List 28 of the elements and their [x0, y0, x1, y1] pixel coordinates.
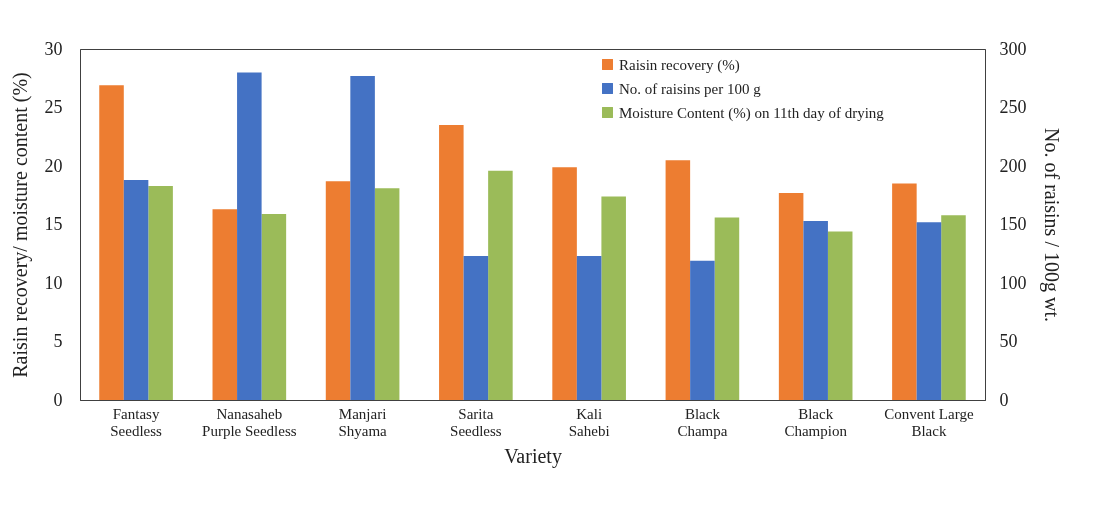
x-tick-label: Convent Large Black	[884, 405, 974, 439]
x-tick-label: Manjari Shyama	[338, 405, 388, 439]
y2-tick-label: 50	[999, 331, 1018, 351]
y-axis-title: Raisin recovery/ moisture content (%)	[8, 72, 32, 378]
y2-tick-label: 150	[999, 214, 1027, 234]
x-tick-label: Sarita Seedless	[450, 405, 502, 439]
legend-label: Moisture Content (%) on 11th day of drying	[619, 104, 885, 122]
x-tick-label: Black Champa	[677, 405, 728, 439]
x-tick-label: Fantasy Seedless	[110, 405, 163, 439]
y-tick-label: 15	[44, 214, 63, 234]
y2-tick-label: 250	[999, 97, 1027, 117]
x-tick-label: Kali Sahebi	[568, 405, 610, 439]
y-tick-label: 20	[44, 155, 63, 176]
y2-tick-label: 300	[999, 38, 1027, 59]
y-tick-label: 30	[44, 38, 63, 59]
legend-label: No. of raisins per 100 g	[619, 80, 762, 97]
y-tick-label: 5	[53, 331, 63, 351]
x-tick-label: Nanasaheb Purple Seedless	[202, 405, 297, 439]
y2-tick-label: 100	[999, 272, 1027, 293]
y2-axis-title: No. of raisins / 100g wt.	[1039, 128, 1063, 322]
x-tick-label: Black Champion	[784, 405, 848, 439]
x-axis-title: Variety	[504, 444, 562, 468]
legend-label: Raisin recovery (%)	[619, 56, 740, 74]
y2-tick-label: 200	[999, 155, 1027, 176]
y-tick-label: 25	[44, 97, 63, 117]
y-tick-label: 10	[44, 272, 63, 293]
y2-tick-label: 0	[999, 389, 1009, 410]
y-tick-label: 0	[53, 389, 63, 410]
